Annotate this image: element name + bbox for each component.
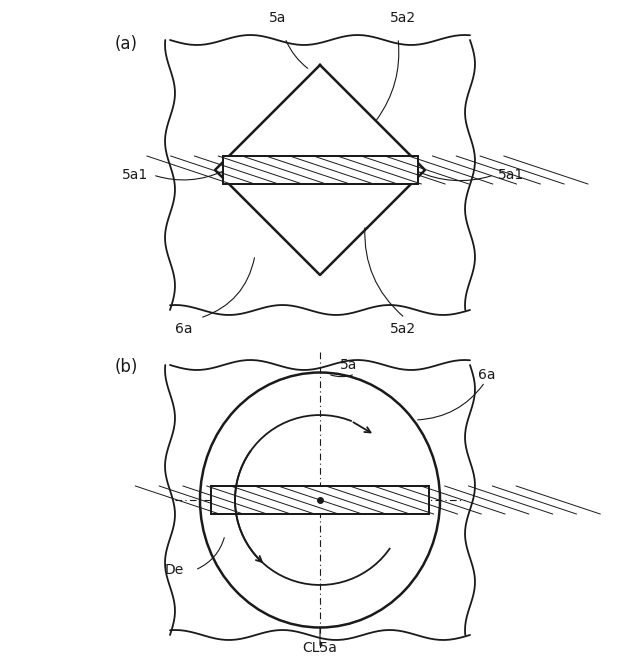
Bar [211,486,429,514]
Bar [223,156,417,184]
Text: 6a: 6a [478,368,495,382]
Text: (a): (a) [115,35,138,53]
Text: (b): (b) [115,358,138,376]
Text: 5a: 5a [269,11,287,25]
Text: 5a1: 5a1 [122,168,148,182]
Text: 6a: 6a [175,322,193,336]
Text: 5a2: 5a2 [390,322,416,336]
Text: 5a: 5a [340,358,357,372]
Text: 5a1: 5a1 [498,168,524,182]
Bar [223,156,417,184]
Bar [211,486,429,514]
Text: CL5a: CL5a [303,641,337,655]
Text: De: De [165,563,184,577]
Text: 5a2: 5a2 [390,11,416,25]
